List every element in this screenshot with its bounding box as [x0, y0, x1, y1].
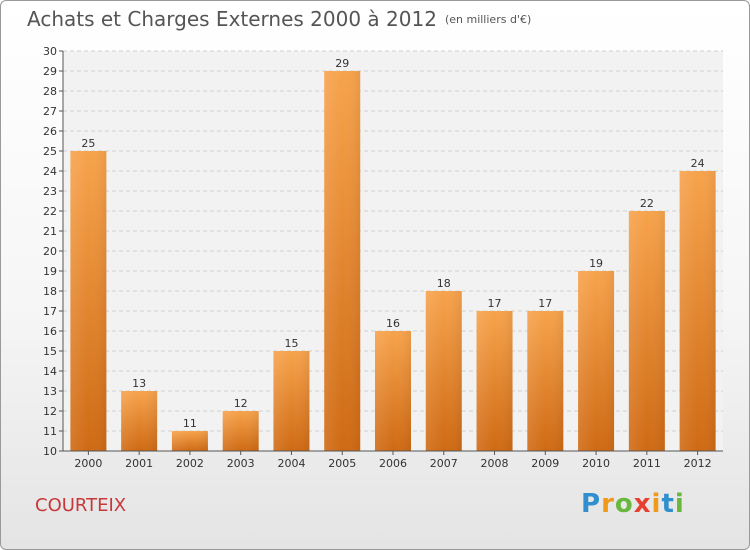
value-label-2006: 16: [386, 317, 400, 330]
logo-letter: P: [581, 489, 602, 519]
bar-shade-2001: [121, 391, 158, 451]
bar-shade-2005: [324, 71, 361, 451]
logo-letter: o: [614, 489, 634, 519]
bar-shade-2000: [70, 151, 107, 451]
y-tick-label: 27: [43, 105, 57, 118]
y-tick-label: 11: [43, 425, 57, 438]
bar-shade-2004: [273, 351, 310, 451]
y-tick-label: 14: [43, 365, 57, 378]
value-label-2005: 29: [335, 57, 349, 70]
y-tick-label: 18: [43, 285, 57, 298]
y-tick-label: 29: [43, 65, 57, 78]
bar-shade-2012: [679, 171, 716, 451]
y-tick-label: 19: [43, 265, 57, 278]
y-tick-label: 26: [43, 125, 57, 138]
bar-shade-2009: [527, 311, 564, 451]
value-label-2007: 18: [437, 277, 451, 290]
y-tick-label: 21: [43, 225, 57, 238]
y-tick-label: 12: [43, 405, 57, 418]
y-tick-label: 30: [43, 45, 57, 58]
y-tick-label: 28: [43, 85, 57, 98]
chart-title: Achats et Charges Externes 2000 à 2012 (e…: [27, 7, 531, 31]
proxiti-logo[interactable]: Proxiti: [581, 489, 685, 519]
y-tick-label: 23: [43, 185, 57, 198]
commune-name: COURTEIX: [35, 495, 127, 516]
y-tick-label: 15: [43, 345, 57, 358]
y-tick-label: 25: [43, 145, 57, 158]
bar-shade-2003: [222, 411, 259, 451]
x-tick-label-2005: 2005: [328, 457, 356, 470]
logo-letter: i: [651, 489, 662, 519]
bar-shade-2010: [578, 271, 615, 451]
value-label-2001: 13: [132, 377, 146, 390]
y-tick-label: 13: [43, 385, 57, 398]
value-label-2009: 17: [538, 297, 552, 310]
logo-letter: i: [674, 489, 685, 519]
y-tick-label: 16: [43, 325, 57, 338]
value-label-2004: 15: [284, 337, 298, 350]
x-tick-label-2003: 2003: [227, 457, 255, 470]
x-tick-label-2009: 2009: [531, 457, 559, 470]
bar-shade-2011: [628, 211, 665, 451]
y-tick-label: 22: [43, 205, 57, 218]
value-label-2000: 25: [81, 137, 95, 150]
x-tick-label-2011: 2011: [633, 457, 661, 470]
x-tick-label-2007: 2007: [430, 457, 458, 470]
value-label-2008: 17: [488, 297, 502, 310]
value-label-2010: 19: [589, 257, 603, 270]
x-tick-label-2004: 2004: [277, 457, 305, 470]
x-tick-label-2010: 2010: [582, 457, 610, 470]
value-label-2012: 24: [691, 157, 705, 170]
x-tick-label-2002: 2002: [176, 457, 204, 470]
value-label-2002: 11: [183, 417, 197, 430]
bar-chart: 10 11 12 13 14 15 16 17 18 19 20 21 22 23 24 25 26 27 28 29…: [43, 45, 723, 470]
x-tick-label-2001: 2001: [125, 457, 153, 470]
x-tick-label-2008: 2008: [481, 457, 509, 470]
logo-letter: t: [661, 489, 675, 519]
value-label-2011: 22: [640, 197, 654, 210]
bars: 25 13 11 12 15 29 16 18 17 17 19 22 24: [70, 57, 716, 451]
y-tick-label: 10: [43, 445, 57, 458]
chart-subtitle: (en milliers d'€): [444, 13, 532, 26]
bar-shade-2008: [476, 311, 513, 451]
x-axis: 2000 2001 2002 2003 2004 2005 2006 2007 2008 2009…: [63, 450, 723, 470]
bar-shade-2002: [171, 431, 208, 451]
y-tick-label: 24: [43, 165, 57, 178]
chart-title-text: Achats et Charges Externes 2000 à 2012: [27, 7, 437, 31]
x-tick-label-2000: 2000: [74, 457, 102, 470]
logo-letter: r: [601, 489, 615, 519]
x-tick-label-2012: 2012: [684, 457, 712, 470]
y-axis: 10 11 12 13 14 15 16 17 18 19 20 21 22 23 24 25 26 27 28 29…: [43, 45, 64, 458]
logo-letter: x: [633, 489, 652, 519]
bar-shade-2006: [375, 331, 411, 451]
x-tick-label-2006: 2006: [379, 457, 407, 470]
bar-shade-2007: [425, 291, 462, 451]
value-label-2003: 12: [234, 397, 248, 410]
y-tick-label: 20: [43, 245, 57, 258]
y-tick-label: 17: [43, 305, 57, 318]
